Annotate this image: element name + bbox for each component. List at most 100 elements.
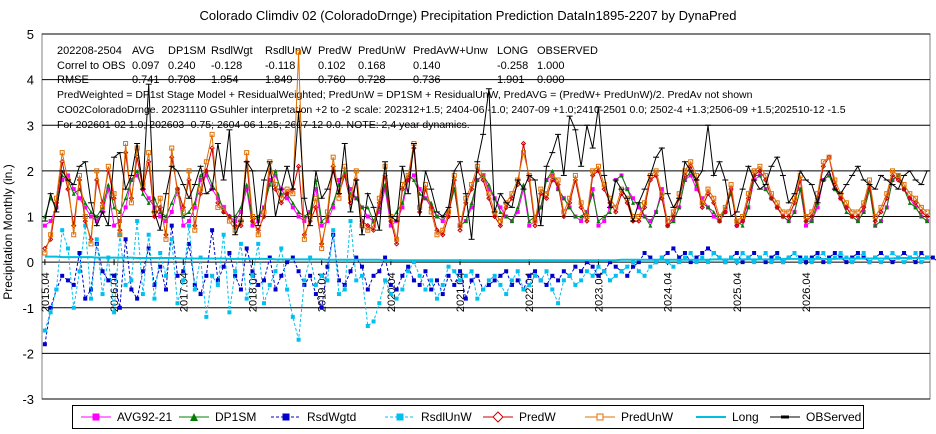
point-predunw (296, 49, 302, 55)
point-rsdlunw (734, 260, 739, 265)
point-dp1sm (642, 214, 647, 219)
point-avg92-21 (596, 223, 601, 228)
point-avg92-21 (313, 187, 318, 192)
point-rsdlunw (567, 273, 572, 278)
point-predw (918, 209, 925, 215)
point-rsdwgtd (550, 273, 555, 278)
point-predunw (826, 154, 832, 160)
point-dp1sm (400, 200, 405, 205)
point-rsdlunw (434, 296, 439, 301)
point-avg92-21 (498, 205, 503, 210)
point-rsdlunw (631, 260, 636, 265)
point-rsdlunw (798, 260, 803, 265)
point-dp1sm (509, 219, 514, 224)
point-predunw (791, 195, 797, 201)
point-predunw (226, 218, 232, 224)
point-rsdlunw (521, 287, 526, 292)
point-rsdwgtd (613, 264, 618, 269)
stats-header: AVG (132, 45, 154, 57)
stats-header: 202208-2504 (57, 45, 122, 57)
point-rsdlunw (325, 278, 330, 283)
legend: AVG92-21 DP1SM RsdWgtd RsdlUnW PredW PredUnW L… (72, 405, 864, 429)
point-avg92-21 (388, 223, 393, 228)
point-rsdlunw (279, 246, 284, 251)
point-rsdwgtd (204, 273, 209, 278)
point-rsdlunw (509, 278, 514, 283)
stats-cell: 0.240 (168, 60, 196, 72)
point-predw (197, 190, 204, 197)
point-predunw (670, 209, 676, 215)
point-dp1sm (244, 182, 249, 187)
point-rsdlunw (469, 269, 474, 274)
stats-cell: 0.741 (132, 74, 160, 86)
x-tick-label: 2025.04 (732, 272, 744, 312)
point-rsdwgtd (509, 282, 514, 287)
point-avg92-21 (365, 214, 370, 219)
point-rsdlunw (163, 273, 168, 278)
point-rsdlunw (123, 282, 128, 287)
point-rsdlunw (723, 260, 728, 265)
point-dp1sm (861, 209, 866, 214)
point-rsdlunw (452, 269, 457, 274)
point-rsdwgtd (354, 255, 359, 260)
point-rsdwgtd (694, 255, 699, 260)
point-dp1sm (198, 173, 203, 178)
point-rsdlunw (850, 260, 855, 265)
point-avg92-21 (804, 223, 809, 228)
point-rsdlunw (400, 287, 405, 292)
point-rsdwgtd (175, 273, 180, 278)
point-predw (278, 200, 285, 206)
point-predunw (763, 172, 769, 178)
point-rsdlunw (262, 301, 266, 306)
point-rsdlunw (296, 337, 301, 342)
point-dp1sm (296, 209, 301, 214)
point-predw (809, 213, 815, 220)
point-rsdlunw (878, 260, 883, 265)
legend-marker (92, 413, 100, 421)
point-avg92-21 (319, 223, 324, 228)
point-predunw (613, 204, 619, 210)
point-rsdlunw (336, 292, 341, 297)
point-predw (532, 222, 538, 229)
point-predw (440, 232, 446, 238)
point-rsdlunw (890, 251, 895, 255)
note-text: For 202601-02 1.0; 202603 -0.75; 2604-06… (57, 119, 470, 131)
point-dp1sm (89, 209, 94, 214)
point-rsdwgtd (769, 255, 774, 260)
point-rsdlunw (215, 282, 220, 287)
point-rsdlunw (417, 273, 422, 278)
point-rsdwgtd (336, 278, 341, 283)
point-rsdwgtd (319, 305, 324, 310)
point-predunw (486, 191, 492, 197)
point-rsdlunw (757, 255, 762, 260)
point-dp1sm (919, 214, 924, 219)
point-dp1sm (913, 205, 918, 210)
point-predw (636, 218, 642, 224)
point-rsdwgtd (636, 260, 641, 265)
point-predw (716, 218, 723, 224)
point-dp1sm (884, 205, 889, 210)
point-dp1sm (925, 219, 930, 224)
point-dp1sm (538, 205, 543, 210)
point-avg92-21 (158, 214, 163, 219)
point-avg92-21 (71, 187, 76, 192)
x-tick-label: 2021.04 (455, 272, 467, 312)
point-rsdlunw (71, 305, 76, 310)
point-dp1sm (504, 214, 509, 219)
point-predunw (740, 214, 746, 219)
point-rsdwgtd (146, 246, 151, 251)
point-avg92-21 (411, 173, 416, 178)
point-rsdlunw (302, 278, 307, 283)
point-avg92-21 (579, 219, 584, 224)
point-dp1sm (354, 196, 359, 201)
point-rsdwgtd (129, 287, 134, 292)
point-rsdwgtd (498, 273, 503, 278)
point-predw (860, 204, 867, 211)
point-rsdlunw (792, 251, 797, 255)
point-rsdlunw (65, 246, 70, 251)
point-rsdlunw (902, 260, 907, 265)
point-rsdlunw (89, 296, 94, 301)
point-predunw (180, 209, 186, 215)
stats-cell: 0.097 (132, 60, 160, 72)
point-rsdlunw (498, 282, 503, 287)
